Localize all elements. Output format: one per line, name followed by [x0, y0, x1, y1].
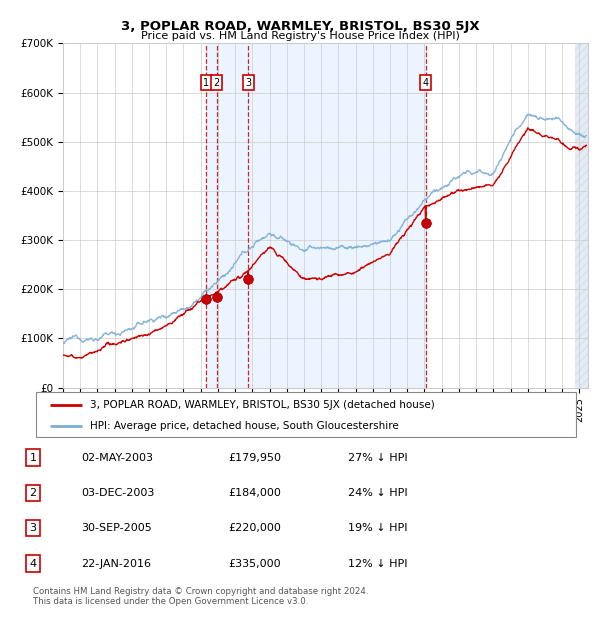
Text: £179,950: £179,950	[228, 453, 281, 463]
Text: HPI: Average price, detached house, South Gloucestershire: HPI: Average price, detached house, Sout…	[90, 421, 399, 431]
Text: 03-DEC-2003: 03-DEC-2003	[81, 488, 154, 498]
Text: 12% ↓ HPI: 12% ↓ HPI	[348, 559, 407, 569]
Text: 27% ↓ HPI: 27% ↓ HPI	[348, 453, 407, 463]
Text: 24% ↓ HPI: 24% ↓ HPI	[348, 488, 407, 498]
Text: 3, POPLAR ROAD, WARMLEY, BRISTOL, BS30 5JX: 3, POPLAR ROAD, WARMLEY, BRISTOL, BS30 5…	[121, 20, 479, 33]
Text: £335,000: £335,000	[228, 559, 281, 569]
Text: £184,000: £184,000	[228, 488, 281, 498]
Text: This data is licensed under the Open Government Licence v3.0.: This data is licensed under the Open Gov…	[33, 597, 308, 606]
Text: 1: 1	[203, 78, 209, 87]
Text: 1: 1	[29, 453, 37, 463]
Bar	[575, 43, 588, 388]
Text: Price paid vs. HM Land Registry's House Price Index (HPI): Price paid vs. HM Land Registry's House …	[140, 31, 460, 41]
Text: 22-JAN-2016: 22-JAN-2016	[81, 559, 151, 569]
Text: 3: 3	[29, 523, 37, 533]
FancyBboxPatch shape	[36, 392, 576, 437]
Text: 4: 4	[422, 78, 428, 87]
Text: 3, POPLAR ROAD, WARMLEY, BRISTOL, BS30 5JX (detached house): 3, POPLAR ROAD, WARMLEY, BRISTOL, BS30 5…	[90, 400, 435, 410]
Text: £220,000: £220,000	[228, 523, 281, 533]
Text: Contains HM Land Registry data © Crown copyright and database right 2024.: Contains HM Land Registry data © Crown c…	[33, 587, 368, 596]
Text: 2: 2	[29, 488, 37, 498]
Text: 02-MAY-2003: 02-MAY-2003	[81, 453, 153, 463]
Text: 19% ↓ HPI: 19% ↓ HPI	[348, 523, 407, 533]
Text: 30-SEP-2005: 30-SEP-2005	[81, 523, 152, 533]
Bar	[206, 43, 425, 388]
Text: 3: 3	[245, 78, 251, 87]
Text: 4: 4	[29, 559, 37, 569]
Text: 2: 2	[214, 78, 220, 87]
